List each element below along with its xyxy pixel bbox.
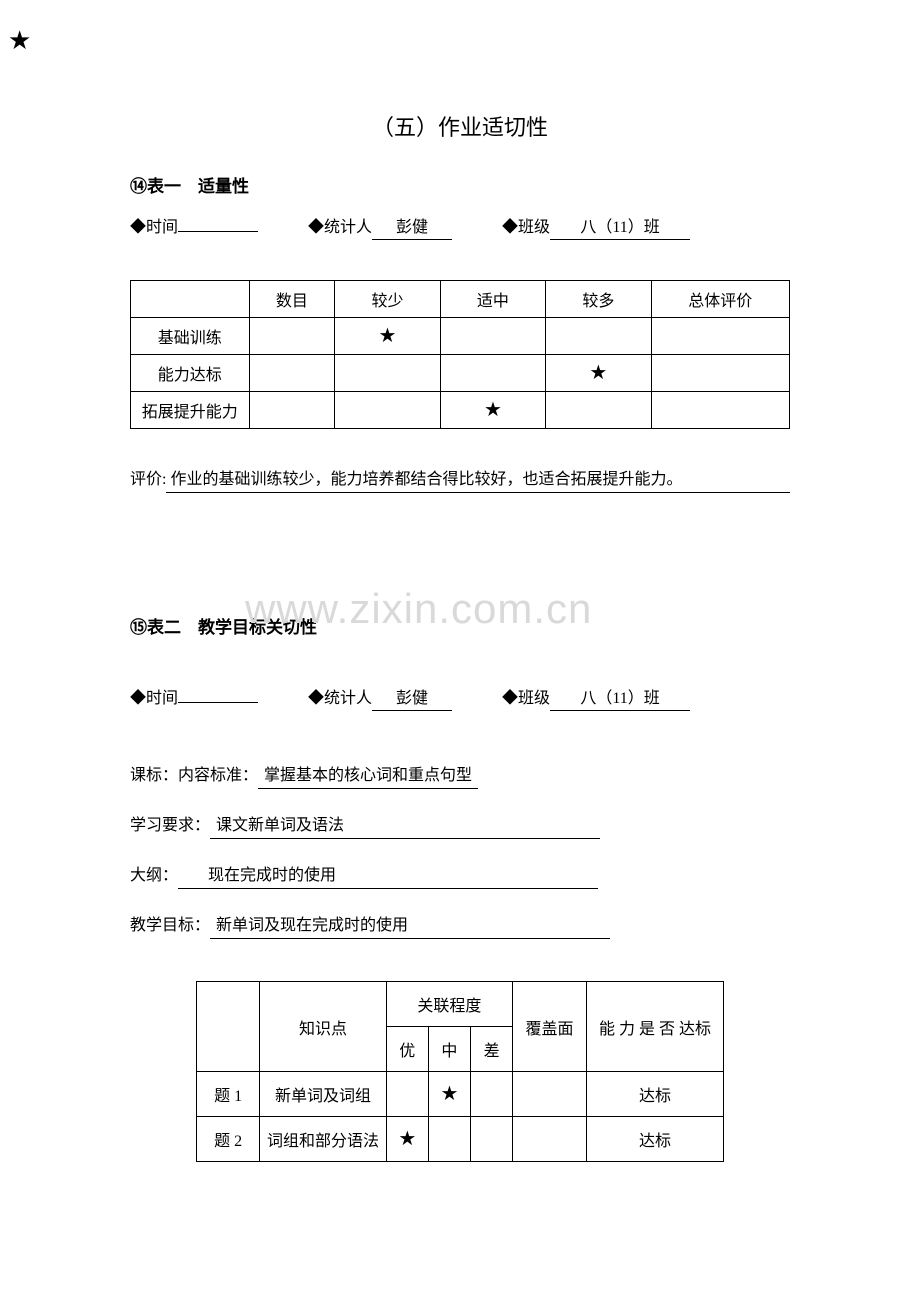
meta-stat: ◆统计人 彭健 [308, 684, 452, 711]
section1-meta: ◆时间 ◆统计人 彭健 ◆班级 八（11）班 [130, 213, 790, 240]
th-many: 较多 [546, 281, 651, 318]
field-kb-label: 课标：内容标准： [130, 761, 258, 785]
meta-stat-value: 彭健 [372, 213, 452, 240]
cell-star: ★ [440, 392, 545, 429]
th-coverage: 覆盖面 [513, 982, 587, 1072]
table-1: 数目 较少 适中 较多 总体评价 基础训练 ★ 能力达标 ★ 拓展提升能力 ★ [130, 280, 790, 429]
field-xx: 学习要求： 课文新单词及语法 [130, 811, 790, 839]
meta-time: ◆时间 [130, 684, 258, 711]
table-row: 题 2 词组和部分语法 ★ 达标 [197, 1117, 724, 1162]
cell-star: ★ [335, 318, 440, 355]
table-row: 拓展提升能力 ★ [131, 392, 790, 429]
meta-stat-label: ◆统计人 [308, 213, 372, 237]
cell [335, 392, 440, 429]
row-label: 拓展提升能力 [131, 392, 250, 429]
field-mb-value: 新单词及现在完成时的使用 [210, 911, 610, 939]
section1-num: ⑭ [130, 172, 147, 197]
table-row: 基础训练 ★ [131, 318, 790, 355]
meta-class-value: 八（11）班 [550, 213, 690, 240]
cell-star: ★ [546, 355, 651, 392]
cell-no: 题 1 [197, 1072, 260, 1117]
field-kb-value: 掌握基本的核心词和重点句型 [258, 761, 478, 789]
field-xx-label: 学习要求： [130, 811, 210, 835]
table-row: 知识点 关联程度 覆盖面 能 力 是 否 达标 [197, 982, 724, 1027]
field-xx-value: 课文新单词及语法 [210, 811, 600, 839]
th-relation: 关联程度 [386, 982, 512, 1027]
th-mid: 适中 [440, 281, 545, 318]
table-row: 题 1 新单词及词组 ★ 达标 [197, 1072, 724, 1117]
cell [335, 355, 440, 392]
table-2: 知识点 关联程度 覆盖面 能 力 是 否 达标 优 中 差 题 1 新单词及词组… [196, 981, 724, 1162]
cell [386, 1072, 428, 1117]
th-you: 优 [386, 1027, 428, 1072]
th-count: 数目 [249, 281, 335, 318]
table-row: 数目 较少 适中 较多 总体评价 [131, 281, 790, 318]
meta-class: ◆班级 八（11）班 [502, 213, 690, 240]
cell [440, 355, 545, 392]
page-title: （五）作业适切性 [130, 110, 790, 142]
section2-heading-text: 表二 教学目标关切性 [147, 618, 317, 637]
section1-heading: ⑭表一 适量性 [130, 172, 790, 197]
cell [651, 318, 789, 355]
page-content: （五）作业适切性 ⑭表一 适量性 ◆时间 ◆统计人 彭健 ◆班级 八（11）班 … [0, 0, 920, 1222]
cell [428, 1117, 470, 1162]
section2-meta: ◆时间 ◆统计人 彭健 ◆班级 八（11）班 [130, 684, 790, 711]
cell [471, 1072, 513, 1117]
cell-no: 题 2 [197, 1117, 260, 1162]
row-label: 能力达标 [131, 355, 250, 392]
row-label: 基础训练 [131, 318, 250, 355]
meta-class-label: ◆班级 [502, 213, 550, 237]
meta-class-label: ◆班级 [502, 684, 550, 708]
cell [546, 318, 651, 355]
field-dg: 大纲： 现在完成时的使用 [130, 861, 790, 889]
section1-eval: 评价: 作业的基础训练较少，能力培养都结合得比较好，也适合拓展提升能力。 [130, 465, 790, 493]
cell [249, 392, 335, 429]
meta-class-value: 八（11）班 [550, 684, 690, 711]
section2-heading: ⑮表二 教学目标关切性 [130, 613, 790, 638]
cell-reach: 达标 [586, 1117, 723, 1162]
meta-time-value [178, 700, 258, 703]
cell [546, 392, 651, 429]
cell-kn: 词组和部分语法 [260, 1117, 386, 1162]
th-cha: 差 [471, 1027, 513, 1072]
meta-stat-label: ◆统计人 [308, 684, 372, 708]
field-mb: 教学目标： 新单词及现在完成时的使用 [130, 911, 790, 939]
meta-class: ◆班级 八（11）班 [502, 684, 690, 711]
cell [651, 392, 789, 429]
field-dg-value: 现在完成时的使用 [178, 861, 598, 889]
meta-time-value [178, 229, 258, 232]
cell [249, 355, 335, 392]
field-dg-label: 大纲： [130, 861, 178, 885]
cell-star: ★ [428, 1072, 470, 1117]
meta-stat-value: 彭健 [372, 684, 452, 711]
section2-num: ⑮ [130, 613, 147, 638]
cell [440, 318, 545, 355]
section1-heading-text: 表一 适量性 [147, 177, 249, 196]
meta-time-label: ◆时间 [130, 213, 178, 237]
th-few: 较少 [335, 281, 440, 318]
th-blank [131, 281, 250, 318]
cell [471, 1117, 513, 1162]
field-kb: 课标：内容标准： 掌握基本的核心词和重点句型 [130, 761, 790, 789]
table-row: 能力达标 ★ [131, 355, 790, 392]
cell-reach: 达标 [586, 1072, 723, 1117]
cell [513, 1072, 587, 1117]
th-eval: 总体评价 [651, 281, 789, 318]
th-zhong: 中 [428, 1027, 470, 1072]
corner-star-icon: ★ [8, 26, 31, 56]
meta-time: ◆时间 [130, 213, 258, 240]
eval-text: 作业的基础训练较少，能力培养都结合得比较好，也适合拓展提升能力。 [166, 465, 790, 493]
field-mb-label: 教学目标： [130, 911, 210, 935]
meta-time-label: ◆时间 [130, 684, 178, 708]
cell-kn: 新单词及词组 [260, 1072, 386, 1117]
cell [651, 355, 789, 392]
cell [249, 318, 335, 355]
th-knowledge: 知识点 [260, 982, 386, 1072]
cell-star: ★ [386, 1117, 428, 1162]
th-blank [197, 982, 260, 1072]
th-reach: 能 力 是 否 达标 [586, 982, 723, 1072]
cell [513, 1117, 587, 1162]
meta-stat: ◆统计人 彭健 [308, 213, 452, 240]
eval-label: 评价: [130, 465, 166, 489]
